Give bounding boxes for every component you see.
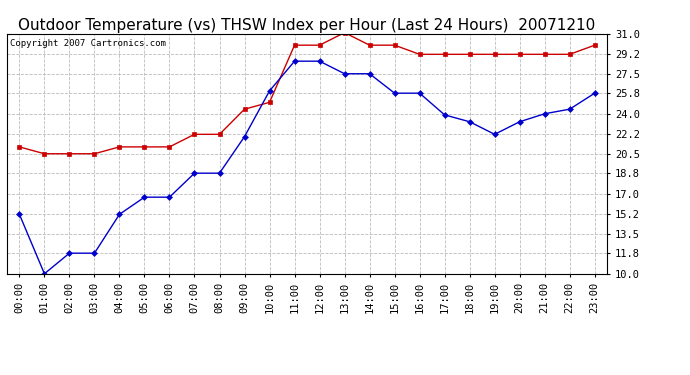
Title: Outdoor Temperature (vs) THSW Index per Hour (Last 24 Hours)  20071210: Outdoor Temperature (vs) THSW Index per … <box>19 18 595 33</box>
Text: Copyright 2007 Cartronics.com: Copyright 2007 Cartronics.com <box>10 39 166 48</box>
